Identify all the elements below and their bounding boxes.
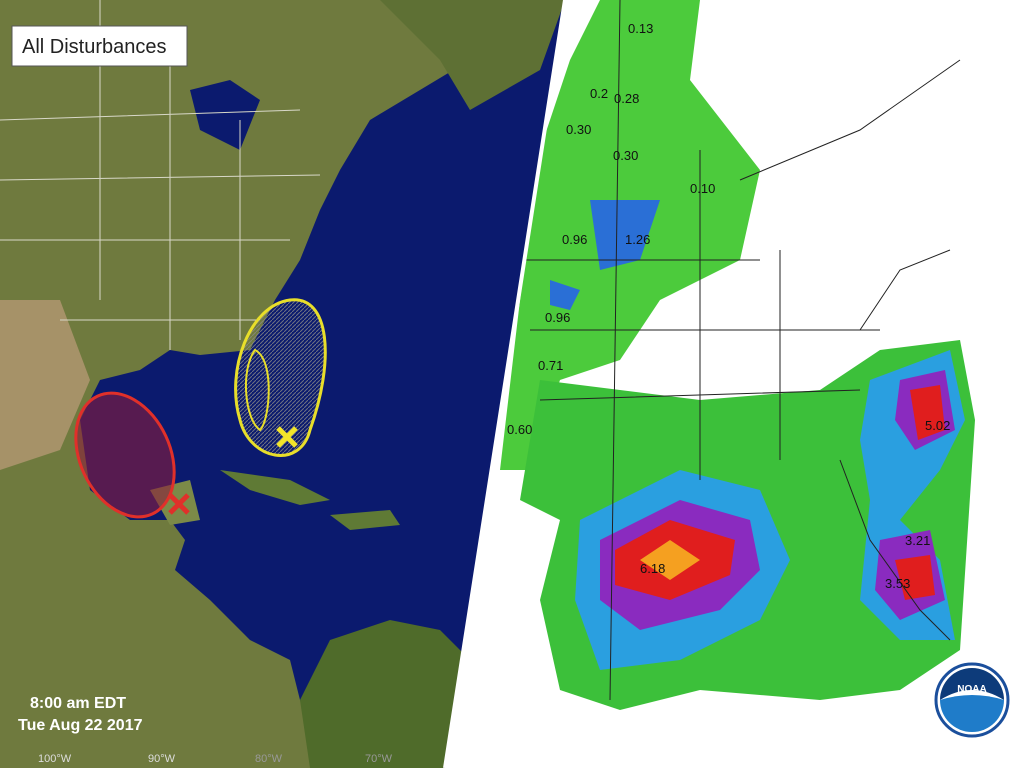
- rain-label: 0.30: [613, 148, 638, 163]
- longitude: 80°W: [255, 753, 283, 765]
- rain-label: 3.21: [905, 533, 930, 548]
- rain-label: 0.13: [628, 21, 653, 36]
- rain-label: 5.02: [925, 418, 950, 433]
- longitude: 90°W: [148, 753, 176, 765]
- rain-label: 0.96: [562, 232, 587, 247]
- time: 8:00 am EDT: [30, 695, 126, 712]
- rain-label: 0.71: [538, 358, 563, 373]
- rain-label: 0.30: [566, 122, 591, 137]
- rain-label: 0.28: [614, 91, 639, 106]
- rain-label: 3.53: [885, 576, 910, 591]
- rain-label: 0.96: [545, 310, 570, 325]
- rain-label: 1.26: [625, 232, 650, 247]
- longitude: 100°W: [38, 753, 72, 765]
- rain-label: 0.60: [507, 422, 532, 437]
- title-box: [11, 25, 188, 67]
- rain-label: 0.2: [590, 86, 608, 101]
- date: Tue Aug 22 2017: [18, 717, 143, 734]
- rain-label: 6.18: [640, 561, 665, 576]
- divider: [443, 0, 567, 769]
- noaa-text: NOAA: [957, 684, 986, 695]
- rain-label: 0.10: [690, 181, 715, 196]
- outlook-map: All Disturbances 8:00 am EDT Tue Aug 22 …: [0, 0, 565, 768]
- map-title: All Disturbances: [22, 36, 167, 58]
- longitude: 70°W: [365, 753, 393, 765]
